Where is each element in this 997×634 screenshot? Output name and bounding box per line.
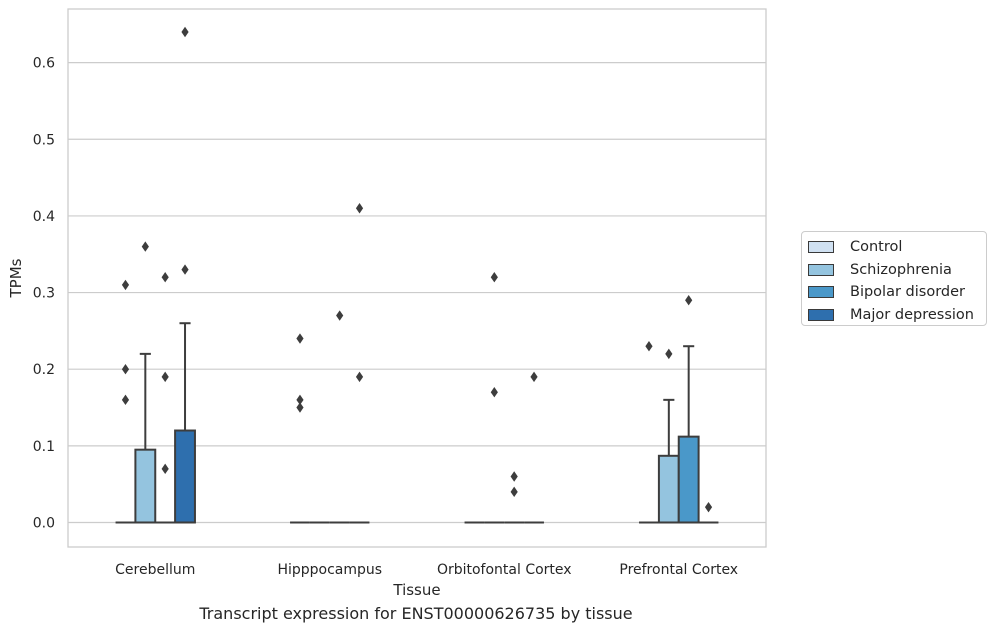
y-axis-ticks: 0.0 0.1 0.2 0.3 0.4 0.5 0.6 (33, 56, 55, 532)
outlier-point (355, 371, 364, 383)
box-bipolar-disorder-1 (329, 310, 350, 524)
y-tick-label: 0.4 (33, 209, 55, 225)
box-rect (174, 429, 196, 524)
outlier-point (181, 264, 189, 275)
box-rect (657, 454, 680, 524)
outlier-point (121, 279, 130, 291)
legend-swatch (808, 286, 834, 299)
plot-area (115, 26, 719, 524)
box-bipolar-disorder-2 (504, 471, 525, 524)
outlier-point (121, 363, 130, 375)
x-tick-label: Hipppocampus (277, 562, 382, 578)
outlier-point (645, 341, 653, 352)
x-tick-label: Cerebellum (115, 562, 195, 578)
box-rect (134, 448, 157, 524)
legend-label: Control (850, 239, 903, 256)
outlier-point (161, 371, 169, 383)
legend-item: Schizophrenia (808, 259, 986, 282)
box-major-depression-2 (524, 371, 544, 524)
box-schizophrenia-3 (657, 348, 680, 524)
outlier-point (510, 486, 518, 498)
x-tick-label: Prefrontal Cortex (619, 562, 738, 578)
outlier-point (336, 310, 344, 321)
y-tick-label: 0.3 (33, 286, 55, 302)
outlier-point (161, 272, 169, 283)
outlier-point (490, 386, 498, 398)
box-control-0 (115, 279, 136, 524)
y-tick-label: 0.5 (33, 132, 55, 148)
box-bipolar-disorder-0 (155, 272, 176, 524)
x-tick-label: Orbitofontal Cortex (437, 562, 572, 578)
legend-label: Bipolar disorder (850, 284, 965, 301)
outlier-point (665, 348, 673, 360)
outlier-point (181, 26, 189, 38)
outlier-point (141, 241, 149, 252)
legend-item: Major depression (808, 304, 986, 327)
box-major-depression-3 (698, 501, 719, 524)
outlier-point (296, 402, 304, 413)
y-tick-label: 0.0 (33, 515, 55, 531)
outlier-point (121, 394, 130, 406)
legend: Control Schizophrenia Bipolar disorder Majo… (801, 231, 987, 326)
legend-label: Schizophrenia (850, 261, 952, 278)
box-rect (677, 435, 700, 524)
legend-swatch (808, 263, 834, 276)
legend-item: Bipolar disorder (808, 281, 986, 304)
legend-swatch (808, 308, 834, 321)
box-bipolar-disorder-3 (677, 295, 700, 524)
y-tick-label: 0.6 (33, 56, 55, 72)
y-tick-label: 0.2 (33, 362, 55, 378)
y-axis-label: TPMs (7, 258, 25, 298)
box-major-depression-0 (174, 26, 196, 524)
box-schizophrenia-2 (484, 272, 505, 524)
outlier-point (296, 333, 304, 344)
outlier-point (296, 394, 304, 406)
plot-frame (67, 8, 767, 548)
grid-lines (68, 62, 766, 524)
x-axis-label: Tissue (392, 581, 440, 599)
legend-swatch (808, 241, 834, 254)
outlier-point (685, 295, 693, 306)
x-axis-ticks: Cerebellum Hipppocampus Orbitofontal Corte… (115, 562, 738, 578)
outlier-point (530, 371, 538, 383)
outlier-point (490, 272, 498, 283)
legend-item: Control (808, 236, 986, 259)
y-tick-label: 0.1 (33, 439, 55, 455)
box-control-3 (639, 341, 659, 524)
chart-caption: Transcript expression for ENST0000062673… (199, 604, 633, 623)
outlier-point (510, 471, 518, 482)
outlier-point (355, 203, 364, 214)
box-major-depression-1 (349, 203, 370, 524)
outlier-point (704, 501, 713, 513)
outlier-point (161, 463, 169, 475)
box-control-1 (290, 333, 310, 524)
box-schizophrenia-0 (134, 241, 157, 524)
legend-label: Major depression (850, 306, 974, 323)
